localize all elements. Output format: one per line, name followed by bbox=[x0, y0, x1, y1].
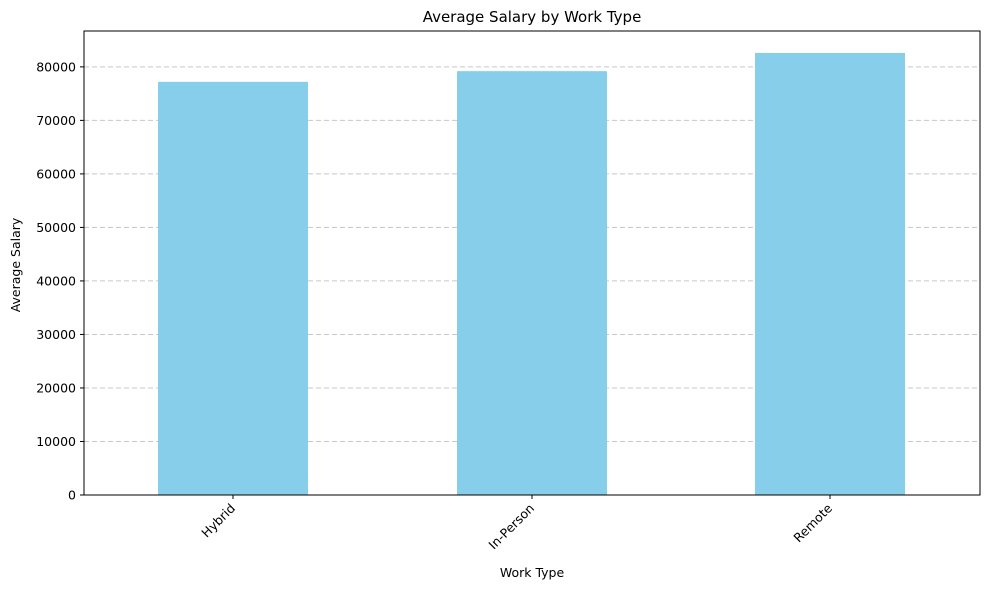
x-axis: Hybrid In-Person Remote bbox=[198, 495, 835, 552]
y-tick-label: 10000 bbox=[36, 434, 76, 449]
y-tick-label: 40000 bbox=[36, 273, 76, 288]
x-tick-label: In-Person bbox=[485, 501, 537, 553]
y-axis-label: Average Salary bbox=[8, 217, 23, 312]
y-axis: 0 10000 20000 30000 40000 50000 60000 70000 8000… bbox=[36, 59, 84, 503]
y-tick-label: 0 bbox=[68, 488, 76, 503]
y-tick-label: 30000 bbox=[36, 327, 76, 342]
y-tick-label: 70000 bbox=[36, 113, 76, 128]
x-tick-label: Hybrid bbox=[198, 501, 238, 541]
x-axis-label: Work Type bbox=[500, 565, 565, 580]
bar-in-person bbox=[457, 71, 607, 496]
bars bbox=[158, 52, 905, 496]
y-tick-label: 80000 bbox=[36, 59, 76, 74]
y-tick-label: 60000 bbox=[36, 166, 76, 181]
chart-title: Average Salary by Work Type bbox=[423, 8, 642, 26]
bar-hybrid bbox=[158, 81, 308, 496]
y-tick-label: 50000 bbox=[36, 220, 76, 235]
bar-remote bbox=[755, 52, 905, 496]
y-tick-label: 20000 bbox=[36, 380, 76, 395]
x-tick-label: Remote bbox=[790, 500, 835, 545]
